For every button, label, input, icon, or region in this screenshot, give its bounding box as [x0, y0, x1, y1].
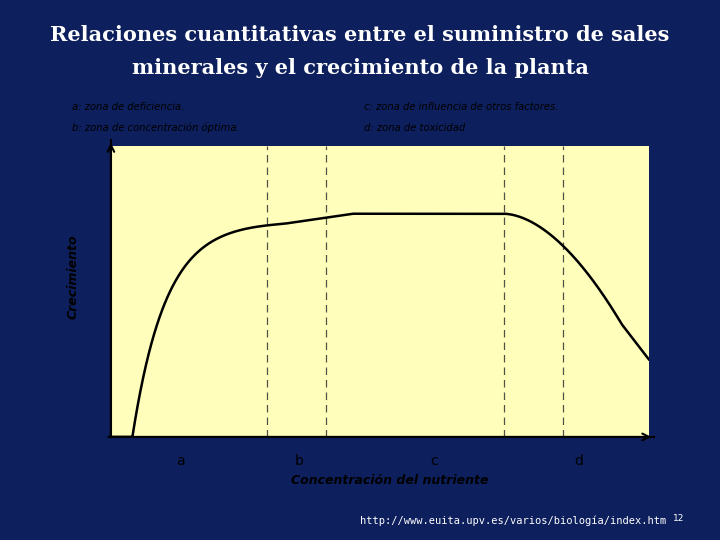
Text: Concentración del nutriente: Concentración del nutriente — [291, 474, 488, 487]
Text: c: zona de influencia de otros factores.: c: zona de influencia de otros factores. — [364, 102, 558, 112]
Text: http://www.euita.upv.es/varios/biología/index.htm: http://www.euita.upv.es/varios/biología/… — [360, 516, 666, 526]
Text: c: c — [430, 454, 437, 468]
Text: b: zona de concentración óptima.: b: zona de concentración óptima. — [72, 123, 240, 133]
Text: d: zona de toxicidad: d: zona de toxicidad — [364, 123, 465, 133]
Text: a: a — [176, 454, 185, 468]
Text: Relaciones cuantitativas entre el suministro de sales: Relaciones cuantitativas entre el sumini… — [50, 25, 670, 45]
Text: 12: 12 — [673, 514, 685, 523]
Text: b: b — [294, 454, 304, 468]
Text: minerales y el crecimiento de la planta: minerales y el crecimiento de la planta — [132, 57, 588, 78]
Text: d: d — [575, 454, 583, 468]
Text: Crecimiento: Crecimiento — [67, 234, 80, 319]
Text: a: zona de deficiencia.: a: zona de deficiencia. — [72, 102, 184, 112]
